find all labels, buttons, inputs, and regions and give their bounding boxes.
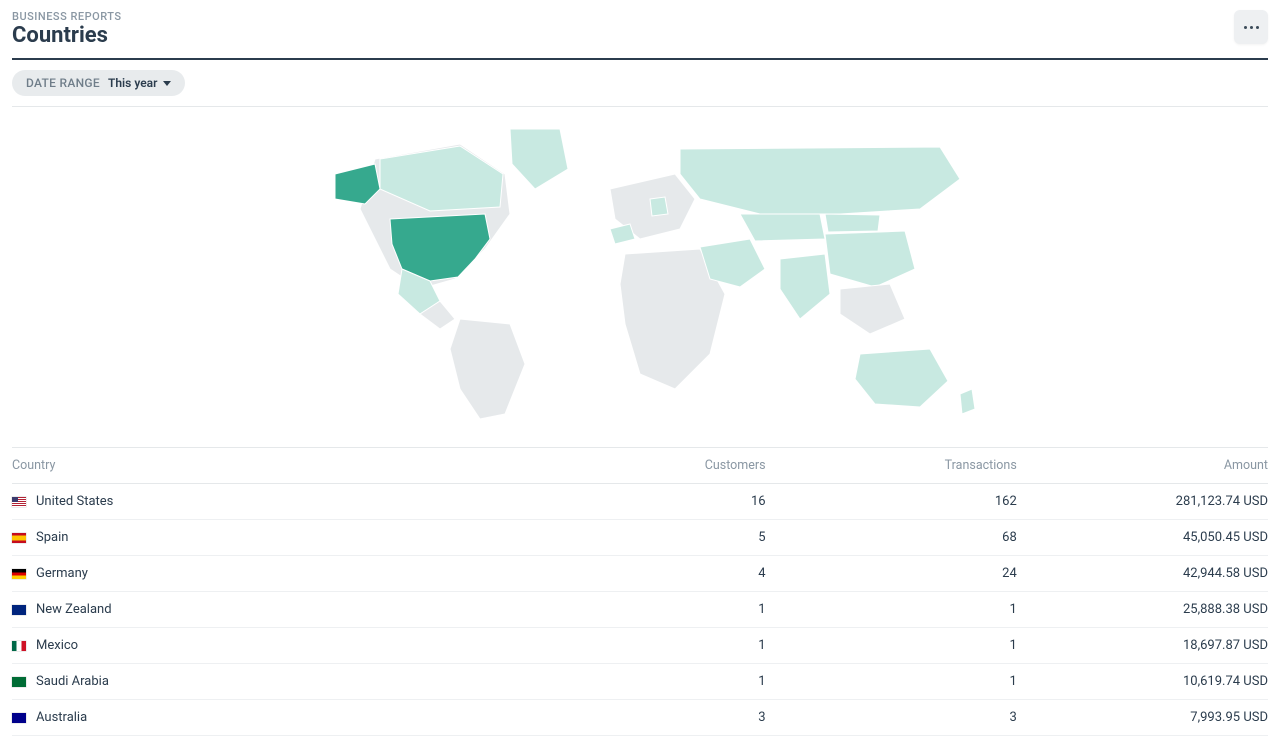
col-country[interactable]: Country	[12, 448, 577, 484]
table-row[interactable]: Germany 42442,944.58 USD	[12, 556, 1268, 592]
transactions-cell: 3	[766, 700, 1017, 736]
more-options-button[interactable]	[1234, 10, 1268, 44]
customers-cell: 16	[577, 484, 765, 520]
date-range-label: DATE RANGE	[26, 76, 100, 90]
more-icon	[1244, 26, 1247, 29]
table-row[interactable]: United States 16162281,123.74 USD	[12, 484, 1268, 520]
breadcrumb[interactable]: BUSINESS REPORTS	[12, 10, 122, 23]
chevron-down-icon	[163, 81, 171, 86]
transactions-cell: 1	[766, 592, 1017, 628]
col-customers[interactable]: Customers	[577, 448, 765, 484]
transactions-cell: 1	[766, 628, 1017, 664]
transactions-cell: 1	[766, 664, 1017, 700]
transactions-cell: 68	[766, 520, 1017, 556]
amount-cell: 25,888.38 USD	[1017, 592, 1268, 628]
customers-cell: 1	[577, 628, 765, 664]
flag-icon	[12, 605, 26, 615]
transactions-cell: 24	[766, 556, 1017, 592]
flag-icon	[12, 677, 26, 687]
countries-table: Country Customers Transactions Amount Un…	[12, 448, 1268, 736]
country-name: Germany	[36, 566, 88, 581]
transactions-cell: 162	[766, 484, 1017, 520]
amount-cell: 42,944.58 USD	[1017, 556, 1268, 592]
table-row[interactable]: Spain 56845,050.45 USD	[12, 520, 1268, 556]
page-title: Countries	[12, 23, 122, 48]
filter-bar: DATE RANGE This year	[12, 60, 1268, 107]
table-row[interactable]: Mexico1118,697.87 USD	[12, 628, 1268, 664]
flag-icon	[12, 569, 26, 579]
table-row[interactable]: Saudi Arabia1110,619.74 USD	[12, 664, 1268, 700]
table-row[interactable]: Australia337,993.95 USD	[12, 700, 1268, 736]
customers-cell: 1	[577, 592, 765, 628]
amount-cell: 281,123.74 USD	[1017, 484, 1268, 520]
amount-cell: 45,050.45 USD	[1017, 520, 1268, 556]
flag-icon	[12, 641, 26, 651]
customers-cell: 3	[577, 700, 765, 736]
date-range-value: This year	[108, 76, 157, 90]
flag-icon	[12, 533, 26, 543]
flag-icon	[12, 713, 26, 723]
date-range-filter[interactable]: DATE RANGE This year	[12, 70, 185, 96]
customers-cell: 5	[577, 520, 765, 556]
amount-cell: 18,697.87 USD	[1017, 628, 1268, 664]
table-row[interactable]: New Zealand1125,888.38 USD	[12, 592, 1268, 628]
country-name: United States	[36, 494, 113, 509]
world-map[interactable]	[12, 107, 1268, 448]
country-name: Australia	[36, 710, 87, 725]
col-amount[interactable]: Amount	[1017, 448, 1268, 484]
country-name: New Zealand	[36, 602, 112, 617]
country-name: Spain	[36, 530, 68, 545]
amount-cell: 7,993.95 USD	[1017, 700, 1268, 736]
customers-cell: 1	[577, 664, 765, 700]
amount-cell: 10,619.74 USD	[1017, 664, 1268, 700]
country-name: Mexico	[36, 638, 78, 653]
col-transactions[interactable]: Transactions	[766, 448, 1017, 484]
country-name: Saudi Arabia	[36, 674, 109, 689]
flag-icon	[12, 497, 26, 507]
customers-cell: 4	[577, 556, 765, 592]
